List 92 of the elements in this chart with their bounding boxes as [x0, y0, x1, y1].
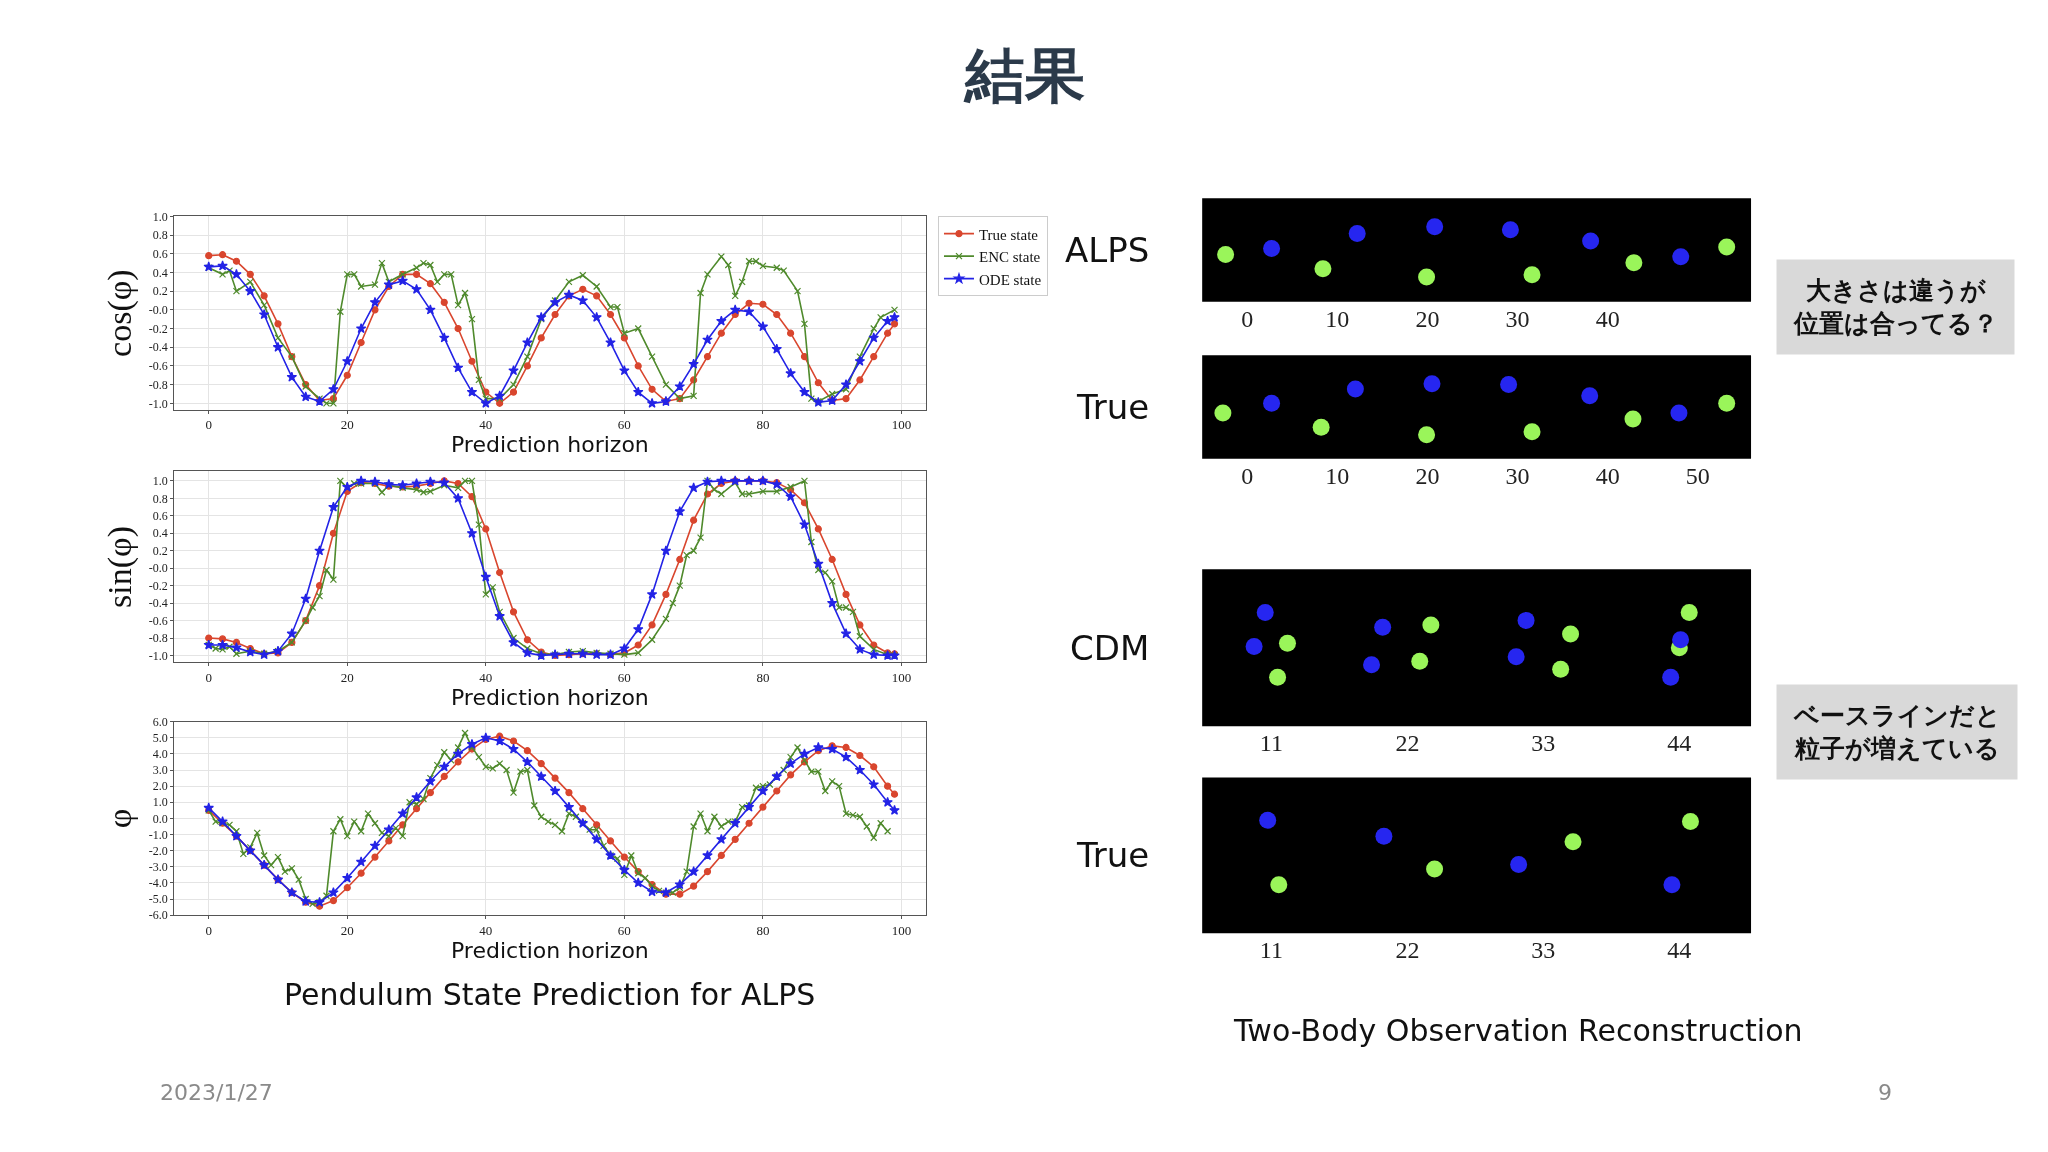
x-tick-label: 30	[1505, 462, 1530, 489]
x-tick-label: 11	[1259, 730, 1283, 757]
y-axis-title: φ	[101, 808, 139, 829]
y-tick-label: -0.8	[148, 377, 168, 392]
x-axis-title: Prediction horizon	[450, 937, 649, 963]
x-tick-label: 10	[1325, 305, 1350, 332]
x-tick-label: 80	[756, 417, 770, 433]
y-tick-label: 3.0	[152, 763, 168, 778]
y-tick-label: 0.8	[152, 491, 168, 506]
y-tick-label: -0.6	[148, 359, 168, 374]
y-tick-label: -1.0	[148, 648, 168, 663]
x-tick-label: 40	[1595, 462, 1620, 489]
chart-title: ALPS	[1065, 230, 1150, 270]
text: CDM	[1070, 628, 1150, 668]
y-tick-label: 0.4	[152, 526, 168, 541]
x-tick-label: 44	[1667, 937, 1692, 964]
y-tick-label: 1.0	[152, 474, 168, 489]
y-tick-label: -5.0	[148, 892, 168, 907]
x-tick-label: 0	[205, 670, 212, 686]
x-tick-label: 20	[1415, 462, 1440, 489]
x-tick-label: 22	[1395, 937, 1420, 964]
x-tick-label: 33	[1531, 730, 1556, 757]
y-tick-label: -0.2	[148, 578, 168, 593]
legend-label: True state	[978, 226, 1039, 243]
y-tick-label: -1.0	[148, 827, 168, 842]
y-tick-label: -0.4	[148, 340, 168, 355]
y-tick-label: -0.0	[148, 303, 168, 318]
x-tick-label: 100	[891, 670, 912, 686]
x-tick-label: 20	[340, 670, 354, 686]
y-tick-label: -2.0	[148, 843, 168, 858]
text: Pendulum State Prediction for ALPS	[284, 977, 816, 1012]
text: ベースラインだと粒子が増えている	[1793, 701, 2001, 763]
x-tick-label: 44	[1667, 730, 1692, 757]
x-axis-title: Prediction horizon	[450, 432, 649, 458]
y-tick-label: 0.8	[152, 228, 168, 243]
x-tick-label: 50	[1685, 462, 1710, 489]
text: 結果	[963, 40, 1085, 110]
x-tick-label: 30	[1505, 305, 1530, 332]
y-tick-label: 1.0	[152, 795, 168, 810]
x-tick-label: 40	[479, 670, 493, 686]
y-tick-label: -0.0	[148, 561, 168, 576]
y-tick-label: 5.0	[152, 730, 168, 745]
y-tick-label: 4.0	[152, 747, 168, 762]
x-tick-label: 40	[479, 417, 493, 433]
x-tick-label: 60	[617, 670, 631, 686]
text: True	[1076, 835, 1150, 875]
x-tick-label: 0	[205, 417, 212, 433]
y-tick-label: -0.6	[148, 613, 168, 628]
x-tick-label: 0	[1241, 305, 1254, 332]
y-tick-label: -0.2	[148, 321, 168, 336]
x-tick-label: 20	[340, 922, 354, 938]
x-tick-label: 0	[1241, 462, 1254, 489]
x-tick-label: 11	[1259, 937, 1283, 964]
x-tick-label: 20	[1415, 305, 1440, 332]
text: 大きさは違うが位置は合ってる？	[1793, 276, 1998, 338]
y-tick-label: -0.8	[148, 631, 168, 646]
x-tick-label: 33	[1531, 937, 1556, 964]
x-tick-label: 0	[205, 922, 212, 938]
y-tick-label: -0.4	[148, 596, 168, 611]
y-tick-label: -6.0	[148, 908, 168, 923]
x-tick-label: 80	[756, 670, 770, 686]
y-tick-label: 2.0	[152, 779, 168, 794]
y-tick-label: 0.2	[152, 284, 168, 299]
y-tick-label: -4.0	[148, 876, 168, 891]
x-tick-label: 20	[340, 417, 354, 433]
text: 2023/1/27	[160, 1080, 273, 1105]
y-tick-label: -1.0	[148, 396, 168, 411]
x-tick-label: 80	[756, 922, 770, 938]
text: Two-Body Observation Reconstruction	[1233, 1013, 1803, 1048]
x-tick-label: 60	[617, 417, 631, 433]
legend-label: ODE state	[978, 271, 1042, 288]
x-tick-label: 22	[1395, 730, 1420, 757]
y-axis-title: cos(φ)	[101, 269, 140, 357]
y-tick-label: 0.4	[152, 265, 168, 280]
y-axis-title: sin(φ)	[101, 525, 140, 608]
y-tick-label: 1.0	[152, 209, 168, 224]
y-tick-label: 6.0	[152, 714, 168, 729]
y-tick-label: -3.0	[148, 859, 168, 874]
x-tick-label: 40	[1595, 305, 1620, 332]
y-tick-label: 0.6	[152, 509, 168, 524]
y-tick-label: 0.6	[152, 246, 168, 261]
x-tick-label: 10	[1325, 462, 1350, 489]
x-tick-label: 40	[479, 922, 493, 938]
legend-label: ENC state	[978, 248, 1041, 265]
y-tick-label: 0.2	[152, 543, 168, 558]
x-tick-label: 100	[891, 922, 912, 938]
x-axis-title: Prediction horizon	[450, 685, 649, 711]
chart-title: True	[1076, 387, 1150, 427]
text: 9	[1878, 1080, 1892, 1105]
x-tick-label: 100	[891, 417, 912, 433]
y-tick-label: 0.0	[152, 811, 168, 826]
x-tick-label: 60	[617, 922, 631, 938]
